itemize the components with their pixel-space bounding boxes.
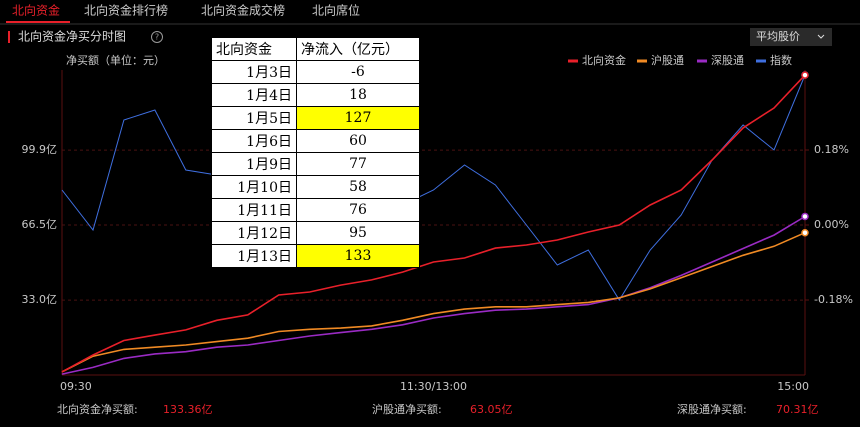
table-cell: 1月5日 [211,106,297,130]
tab[interactable]: 北向资金排行榜 [84,3,168,18]
table-cell: 1月3日 [211,60,297,84]
table-row: 1月13日 133 [211,244,420,268]
table-cell: 76 [296,198,420,222]
table-cell: 77 [296,152,420,176]
legend-label: 沪股通 [651,53,684,67]
table-row: 1月5日 127 [211,106,420,130]
end-marker [801,71,809,79]
table-cell: 58 [296,175,420,199]
footer-value: 133.36亿 [163,403,213,416]
footer-value: 70.31亿 [776,403,819,416]
series-line [61,215,806,375]
end-marker [801,212,809,221]
table-row: 1月12日 95 [211,221,420,245]
legend-label: 北向资金 [582,53,626,67]
table-cell: 133 [296,244,420,268]
table-row: 1月11日 76 [211,198,420,222]
table-cell: 1月12日 [211,221,297,245]
y2-tick-label: -0.18% [814,293,853,306]
table-row: 1月10日 58 [211,175,420,199]
series-line [61,74,806,301]
tab[interactable]: 北向资金 [12,3,60,18]
footer-label: 沪股通净买额: [372,402,442,416]
table-row: 1月4日 18 [211,83,420,107]
table-cell: 1月13日 [211,244,297,268]
y-tick-label: 33.0亿 [22,293,58,306]
y-tick-label: 99.9亿 [22,143,58,156]
chart-title: 北向资金净买分时图 [18,29,126,44]
table-cell: 18 [296,83,420,107]
tab[interactable]: 北向资金成交榜 [201,3,285,18]
table-header-cell: 净流入（亿元） [296,37,420,61]
footer-value: 63.05亿 [470,403,513,416]
x-tick-label: 09:30 [60,380,92,393]
table-cell: 1月10日 [211,175,297,199]
y2-tick-label: 0.18% [814,143,849,156]
y-axis-label: 净买额（单位：元） [66,53,165,67]
legend-label: 指数 [770,53,792,67]
table-row: 1月6日 60 [211,129,420,153]
table-cell: 127 [296,106,420,130]
dropdown-arrow [817,34,825,39]
table-row: 1月3日 -6 [211,60,420,84]
help-icon-mark: ? [155,33,159,42]
help-icon[interactable] [151,31,163,43]
y-tick-label: 66.5亿 [22,218,58,231]
tab-underline [6,21,70,23]
table-header-row: 北向资金 净流入（亿元） [211,37,420,61]
series-line [61,74,806,373]
x-tick-label: 11:30/13:00 [400,380,467,393]
table-cell: 1月9日 [211,152,297,176]
legend-label: 深股通 [711,54,744,67]
overlay-table: 北向资金 净流入（亿元） 1月3日 -6 1月4日 18 1月5日 127 1月6日 60 1月9日… [211,37,420,268]
table-cell: 1月4日 [211,83,297,107]
table-row: 1月9日 77 [211,152,420,176]
table-cell: -6 [296,60,420,84]
end-marker [801,228,809,237]
table-header-cell: 北向资金 [211,37,297,61]
title-marker [8,31,10,43]
table-cell: 60 [296,129,420,153]
tab[interactable]: 北向席位 [312,3,360,18]
series-line [61,231,806,373]
y2-tick-label: 0.00% [814,218,849,231]
table-cell: 1月11日 [211,198,297,222]
dropdown[interactable] [750,28,832,46]
table-cell: 1月6日 [211,129,297,153]
x-tick-label: 15:00 [777,380,809,393]
footer-label: 北向资金净买额: [57,402,138,416]
table-cell: 95 [296,221,420,245]
footer-label: 深股通净买额: [677,402,747,416]
dropdown-label: 平均股价 [756,30,800,43]
